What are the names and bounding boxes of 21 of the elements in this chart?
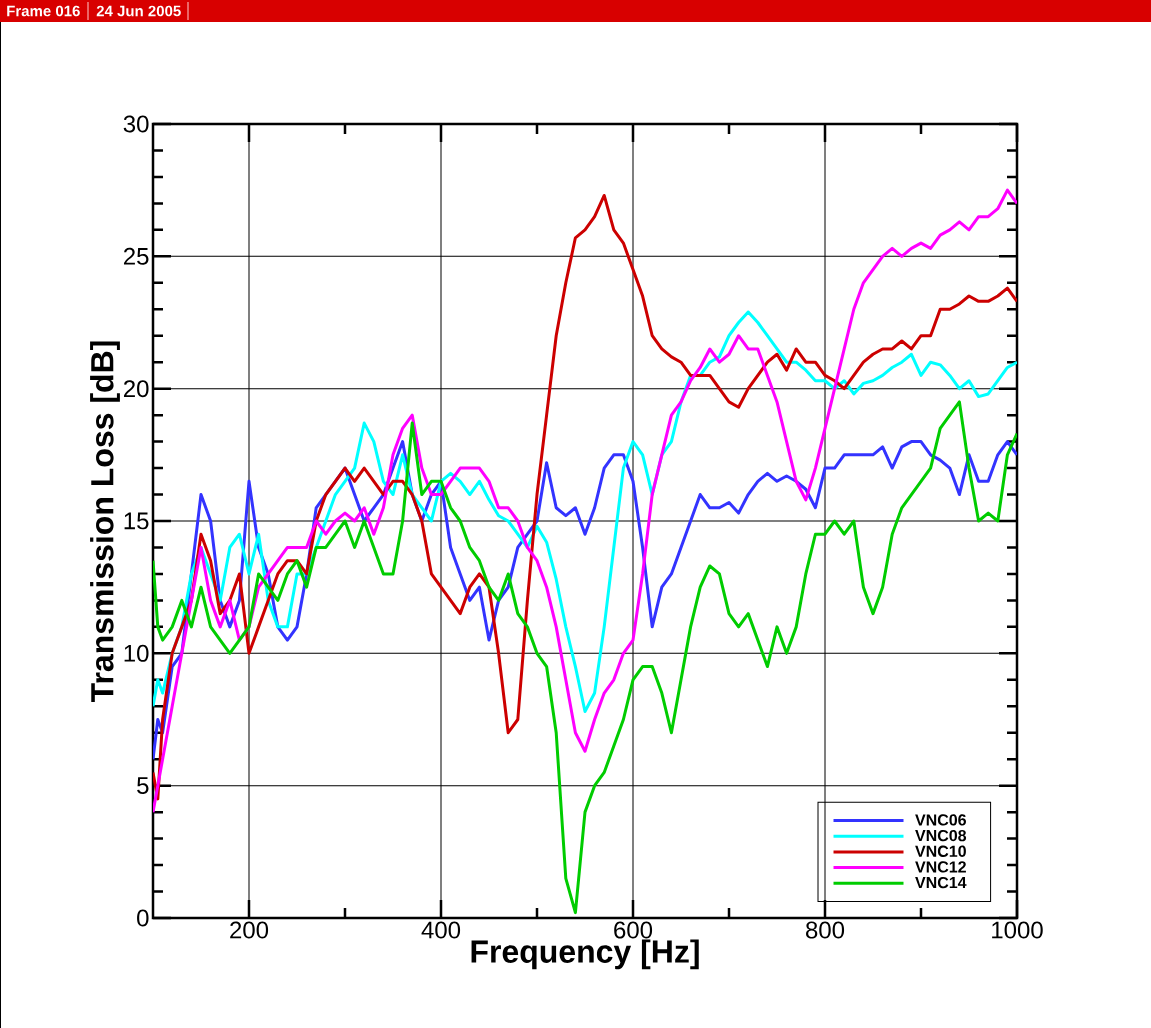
legend-label: VNC12 (915, 861, 966, 873)
y-tick-label: 5 (137, 777, 149, 795)
x-tick-label: 200 (230, 921, 269, 939)
x-tick-label: 600 (614, 921, 653, 939)
y-tick-label: 15 (124, 512, 149, 530)
y-tick-label: 20 (123, 380, 149, 398)
x-tick-label: 800 (806, 921, 845, 939)
text: Frame 016 (7, 5, 80, 17)
y-axis-title: Transmission Loss [dB] (90, 341, 120, 703)
y-tick-label: 10 (124, 644, 149, 662)
x-tick-label: 400 (421, 921, 461, 939)
legend-label: VNC14 (915, 876, 967, 889)
text: 24 Jun 2005 (96, 5, 181, 17)
x-axis-title: Frequency [Hz] (471, 939, 699, 970)
x-tick-label: 1000 (992, 921, 1043, 939)
legend-label: VNC08 (915, 829, 967, 842)
y-tick-label: 25 (123, 247, 149, 265)
y-tick-label: 0 (137, 909, 149, 927)
y-tick-label: 30 (123, 115, 149, 133)
legend-label: VNC06 (915, 814, 966, 826)
legend-label: VNC10 (915, 845, 966, 857)
